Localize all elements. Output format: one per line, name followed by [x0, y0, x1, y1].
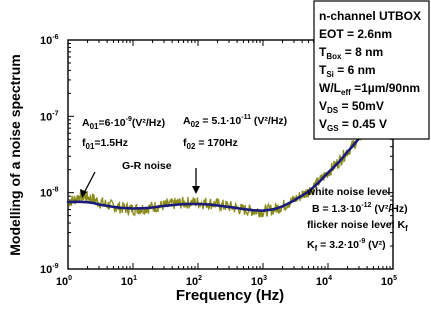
tick-labels: 100 101 102 103 104 105 10-9 10-8 10-7 10-6 — [40, 34, 397, 288]
arrow-f01 — [83, 171, 96, 194]
legend-vgs: VGS = 0.45 V — [319, 117, 387, 133]
plot-frame — [67, 39, 394, 270]
series-measured — [67, 119, 368, 218]
y-tick-label: 10-7 — [40, 110, 59, 123]
annotation-a01: A01=6·10-9(V²/Hz) — [82, 116, 165, 131]
series-group — [66, 119, 369, 218]
y-axis-label: Modelling of a noise spectrum — [7, 54, 23, 255]
legend-vds: VDS = 50mV — [319, 99, 384, 115]
y-tick-label: 10-8 — [40, 187, 59, 200]
y-tick-label: 10-9 — [40, 263, 59, 276]
annotation-f02: f02 = 170Hz — [183, 137, 238, 151]
annotation-white-b: B = 1.3·10-12 (V²/Hz) — [312, 202, 408, 215]
x-tick-label: 105 — [381, 275, 397, 288]
arrowhead-f01 — [80, 189, 87, 198]
annotation-flicker-title: flicker noise level Kf — [307, 219, 408, 233]
legend-device: n-channel UTBOX — [319, 9, 421, 23]
annotation-white-title: white noise level — [306, 186, 391, 198]
x-tick-label: 103 — [251, 275, 267, 288]
annotation-a02: A02 = 5.1·10-11 (V²/Hz) — [183, 114, 287, 129]
legend-box — [313, 0, 430, 140]
annotation-kf: Kf = 3.2·10-9 (V²) — [307, 238, 386, 253]
arrowhead-f02 — [192, 186, 200, 194]
legend-eot: EOT = 2.6nm — [319, 27, 392, 41]
series-model — [66, 125, 369, 212]
x-axis-label: Frequency (Hz) — [176, 287, 284, 304]
x-tick-label: 104 — [316, 275, 332, 288]
y-tick-label: 10-6 — [40, 34, 59, 47]
x-tick-label: 102 — [186, 275, 202, 288]
x-tick-label: 100 — [56, 275, 72, 288]
annotation-gr-noise: G-R noise — [122, 160, 172, 172]
annotation-arrows — [80, 168, 200, 198]
legend-tsi: TSi = 6 nm — [319, 63, 376, 79]
annotation-f01: f01=1.5Hz — [82, 137, 128, 151]
x-tick-label: 101 — [121, 275, 137, 288]
legend-tbox: TBox = 8 nm — [319, 45, 383, 61]
legend-wl: W/Leff =1µm/90nm — [319, 81, 420, 97]
